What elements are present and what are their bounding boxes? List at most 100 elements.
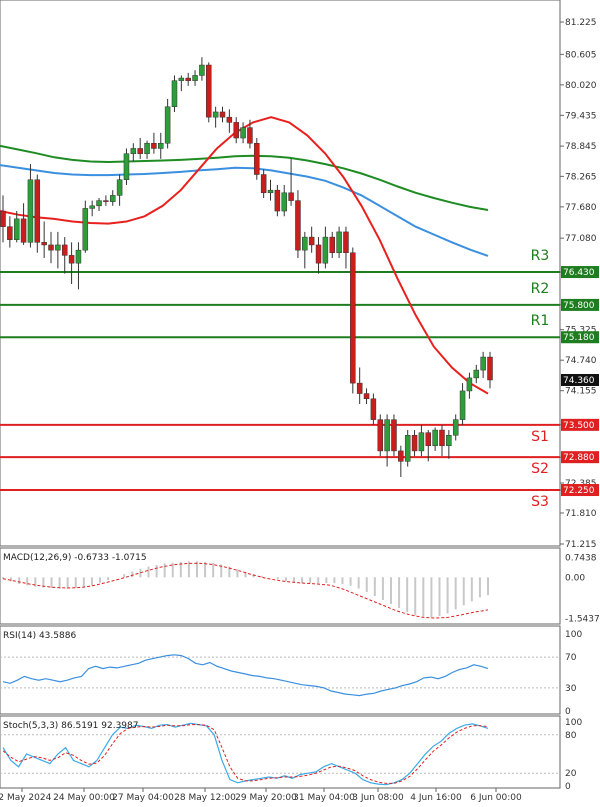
candle-body	[109, 195, 116, 202]
candle-body	[418, 432, 425, 452]
candle-body	[151, 142, 157, 149]
price-tick-label: 75.325	[565, 326, 597, 336]
candle-body	[315, 244, 322, 264]
rsi-line	[2, 654, 489, 697]
price-tick-label: 77.080	[565, 234, 597, 244]
price-tick-label: 77.680	[565, 203, 597, 213]
level-price-badge	[561, 298, 599, 311]
macd-signal-line	[2, 562, 489, 619]
candle-body	[473, 369, 480, 379]
candle-body	[75, 249, 82, 264]
time-tick-label: 24 May 00:00	[53, 793, 115, 803]
candle-body	[254, 142, 260, 175]
level-price-label: 75.180	[563, 333, 595, 343]
candle-body	[144, 142, 150, 154]
candle-body	[178, 77, 185, 81]
candle-body	[487, 356, 493, 381]
candle-body	[20, 218, 27, 243]
candle-body	[41, 242, 47, 246]
candle-body	[27, 179, 34, 243]
level-name-s3: S3	[531, 494, 549, 510]
candle-body	[391, 419, 397, 452]
price-tick-label: 72.385	[565, 479, 597, 489]
time-tick-label: 4 Jun 16:00	[410, 793, 462, 803]
candle-body	[377, 419, 384, 452]
candle-body	[192, 75, 198, 81]
candle-body	[384, 419, 390, 452]
candle-body	[233, 122, 239, 139]
stoch-panel: 100 80 20 0	[0, 718, 582, 792]
candle-body	[295, 200, 301, 251]
price-tick-label: 78.845	[565, 142, 597, 152]
candle-body	[158, 142, 164, 149]
current-price-label: 74.360	[563, 376, 595, 386]
price-tick-label: 78.265	[565, 172, 597, 182]
time-tick-label: 3 Jun 08:00	[352, 793, 404, 803]
level-price-badge	[561, 484, 599, 497]
level-price-badge	[561, 418, 599, 431]
candle-body	[302, 236, 308, 251]
candle-body	[281, 192, 287, 212]
candle-body	[96, 200, 102, 207]
candle-body	[308, 236, 315, 246]
price-tick-label: 79.435	[565, 111, 597, 121]
candle-body	[116, 179, 123, 196]
price-tick-label: 80.605	[565, 50, 597, 60]
price-tick-label: 74.740	[565, 356, 597, 366]
candle-body	[398, 450, 404, 462]
level-price-badge	[561, 451, 599, 464]
candle-body	[185, 77, 191, 81]
candle-body	[55, 244, 61, 251]
rsi-indicator-label: RSI(14) 43.5886	[3, 631, 76, 641]
time-tick-label: 6 Jun 00:00	[470, 793, 522, 803]
candle-body	[459, 390, 466, 420]
ema-slow-line	[0, 144, 489, 211]
candle-body	[350, 252, 356, 384]
candle-body	[404, 435, 411, 462]
price-tick-label: 74.155	[565, 387, 597, 397]
level-price-label: 76.430	[563, 268, 595, 278]
price-axis: 81.225 80.605 80.020 79.435 78.845 78.265 77.6…	[560, 18, 599, 550]
candle-body	[356, 382, 363, 394]
level-price-label: 75.800	[563, 301, 595, 311]
candle-body	[452, 419, 459, 436]
current-price-badge	[561, 373, 599, 386]
candle-body	[34, 179, 41, 243]
candle-body	[219, 111, 226, 118]
time-tick-label: 22 May 2024	[0, 793, 52, 803]
rsi-tick-label: 30	[565, 684, 577, 694]
candle-body	[466, 377, 473, 392]
candle-body	[288, 192, 294, 201]
candle-body	[329, 236, 335, 254]
candle-body	[439, 429, 445, 446]
candle-body	[171, 80, 178, 107]
candle-body	[82, 208, 89, 251]
level-price-label: 73.500	[563, 421, 595, 431]
candle-body	[322, 236, 329, 264]
stoch-tick-label: 80	[565, 731, 577, 741]
price-tick-label: 71.215	[565, 540, 597, 550]
candle-body	[7, 226, 13, 240]
candle-body	[267, 189, 274, 194]
time-tick-label: 31 May 04:00	[293, 793, 355, 803]
level-price-label: 72.880	[563, 453, 595, 463]
level-price-badge	[561, 331, 599, 344]
candle-body	[425, 432, 432, 446]
level-name-r3: R3	[531, 248, 550, 264]
ema-mid-line	[0, 164, 489, 257]
level-name-r2: R2	[531, 281, 550, 297]
macd-tick-label: 0.00	[565, 573, 585, 583]
candle-body	[199, 64, 205, 76]
candle-body	[130, 148, 137, 154]
macd-tick-label: -1.5437	[565, 614, 600, 624]
stoch-tick-label: 100	[565, 718, 582, 728]
candle-body	[137, 148, 143, 154]
rsi-tick-label: 100	[565, 630, 582, 640]
candle-body	[164, 106, 171, 144]
macd-tick-label: 0.7438	[565, 553, 597, 563]
candle-body	[363, 393, 370, 400]
candle-body	[226, 116, 233, 123]
candle-body	[480, 356, 486, 371]
price-tick-label: 71.810	[565, 509, 597, 519]
